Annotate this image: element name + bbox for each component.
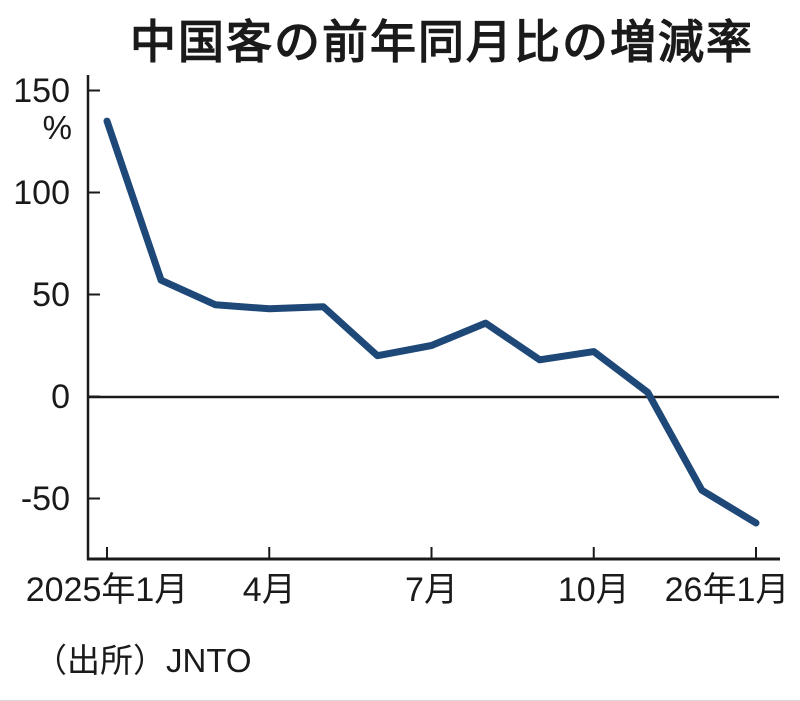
y-axis-unit-label: % <box>42 109 72 146</box>
x-tick-label: 4月 <box>242 571 296 609</box>
chart-title: 中国客の前年同月比の増減率 <box>130 16 754 68</box>
x-tick-label: 2025年1月 <box>25 571 189 609</box>
source-note: （出所）JNTO <box>34 642 252 679</box>
data-series-line <box>103 117 760 527</box>
y-tick-label: 100 <box>13 173 70 212</box>
y-tick-label: 0 <box>51 377 70 416</box>
y-tick-label: -50 <box>20 479 70 518</box>
y-tick-label: 50 <box>32 275 70 314</box>
x-tick-label: 7月 <box>405 571 458 609</box>
x-tick-label: 26年1月 <box>664 571 790 609</box>
x-tick-label: 10月 <box>557 571 630 609</box>
y-tick-label: 150 <box>13 71 70 110</box>
